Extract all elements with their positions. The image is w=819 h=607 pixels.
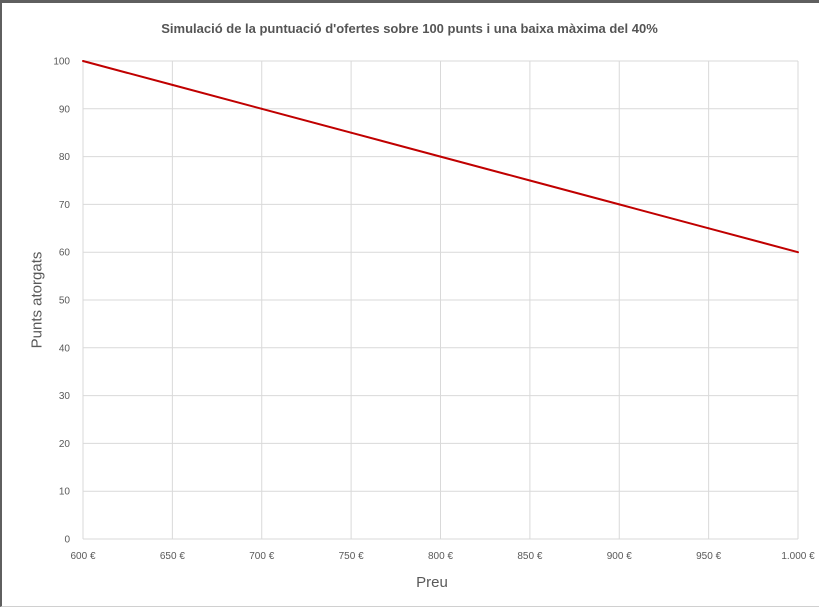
data-point — [528, 179, 531, 182]
y-tick-label: 20 — [59, 439, 71, 450]
grid-lines — [82, 60, 799, 540]
y-tick-label: 50 — [59, 296, 71, 307]
data-point — [439, 155, 442, 158]
x-tick-label: 950 € — [696, 551, 721, 562]
x-tick-label: 600 € — [70, 551, 95, 562]
x-tick-label: 650 € — [160, 551, 185, 562]
x-tick-label: 850 € — [517, 551, 542, 562]
data-point — [618, 203, 621, 206]
y-tick-label: 40 — [59, 343, 71, 354]
y-tick-label: 10 — [59, 487, 71, 498]
x-tick-labels: 600 € 650 € 700 € 750 € 800 € 850 € 900 € 950 €… — [70, 551, 815, 562]
data-point — [707, 227, 710, 230]
y-tick-label: 60 — [59, 248, 71, 259]
x-tick-label: 800 € — [428, 551, 453, 562]
data-point — [797, 251, 799, 254]
x-axis-label: Preu — [416, 574, 448, 591]
y-tick-label: 30 — [59, 391, 71, 402]
x-tick-label: 750 € — [339, 551, 364, 562]
x-tick-label: 700 € — [249, 551, 274, 562]
y-tick-label: 80 — [59, 152, 71, 163]
series-group — [82, 60, 799, 254]
y-tick-label: 0 — [64, 535, 70, 546]
y-tick-label: 100 — [53, 57, 70, 68]
data-point — [171, 83, 174, 86]
y-tick-labels: 0 10 20 30 40 50 60 70 80 90 100 — [53, 57, 70, 546]
y-tick-label: 90 — [59, 104, 71, 115]
data-point — [350, 131, 353, 134]
chart-title: Simulació de la puntuació d'ofertes sobr… — [161, 21, 658, 36]
data-point — [82, 60, 84, 62]
data-point — [260, 107, 263, 110]
x-tick-label: 1.000 € — [781, 551, 815, 562]
x-tick-label: 900 € — [607, 551, 632, 562]
y-tick-label: 70 — [59, 200, 71, 211]
